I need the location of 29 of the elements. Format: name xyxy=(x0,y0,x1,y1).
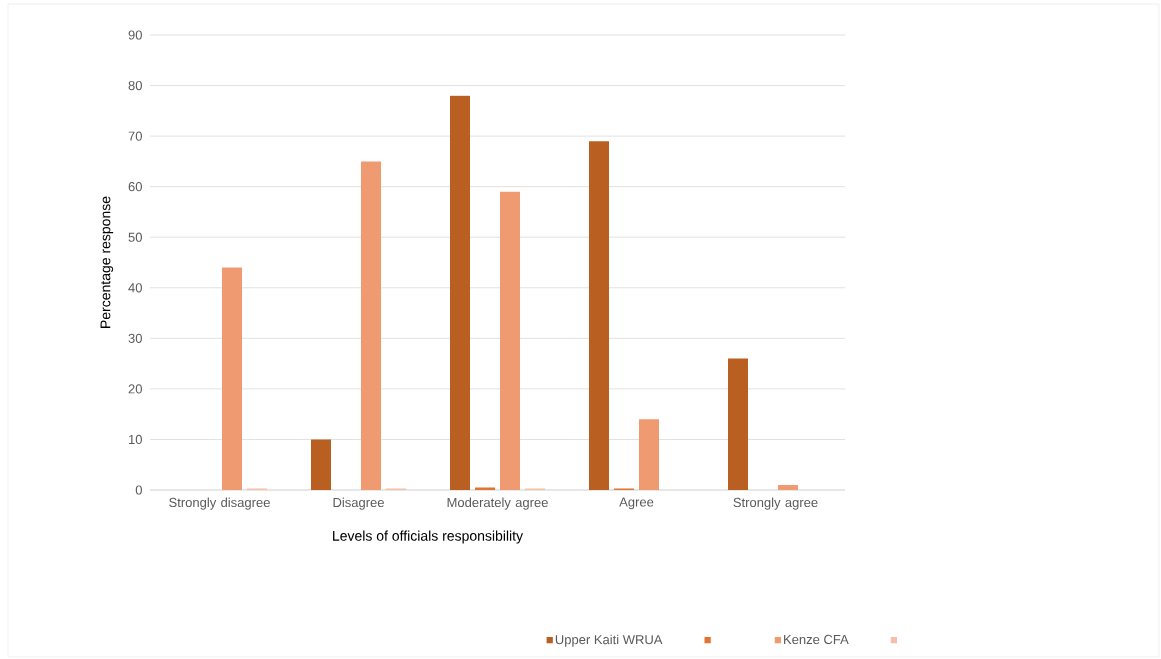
bar xyxy=(728,358,749,490)
y-tick-label: 30 xyxy=(128,333,142,343)
legend-label: Kenze CFA xyxy=(784,634,849,645)
y-tick-label: 50 xyxy=(128,232,142,242)
y-tick-label: 40 xyxy=(128,283,142,293)
y-tick-label: 70 xyxy=(128,131,142,141)
y-tick-label: 10 xyxy=(129,434,142,445)
bar xyxy=(450,95,470,490)
x-axis-title: Levels of officials responsibility xyxy=(333,530,524,544)
x-tick-label: Strongly agree xyxy=(733,497,818,510)
legend-label: Upper Kaiti WRUA xyxy=(555,634,663,647)
bar xyxy=(639,419,660,490)
bar xyxy=(778,484,799,490)
bar xyxy=(589,141,610,490)
x-tick-label: Moderately agree xyxy=(447,497,548,510)
bar xyxy=(475,487,495,490)
y-tick-label: 0 xyxy=(135,485,142,495)
y-tick-label: 60 xyxy=(128,182,142,192)
bar xyxy=(311,439,331,490)
bar xyxy=(500,191,521,490)
x-tick-label: Agree xyxy=(619,497,654,510)
x-tick-label: Strongly disagree xyxy=(169,497,270,510)
x-tick-label: Disagree xyxy=(333,497,384,510)
y-tick-label: 80 xyxy=(128,80,142,91)
y-axis-title: Percentage response xyxy=(100,196,114,328)
bar xyxy=(361,161,381,490)
y-tick-label: 20 xyxy=(128,384,142,394)
bar xyxy=(222,267,242,490)
y-tick-label: 90 xyxy=(128,30,142,40)
